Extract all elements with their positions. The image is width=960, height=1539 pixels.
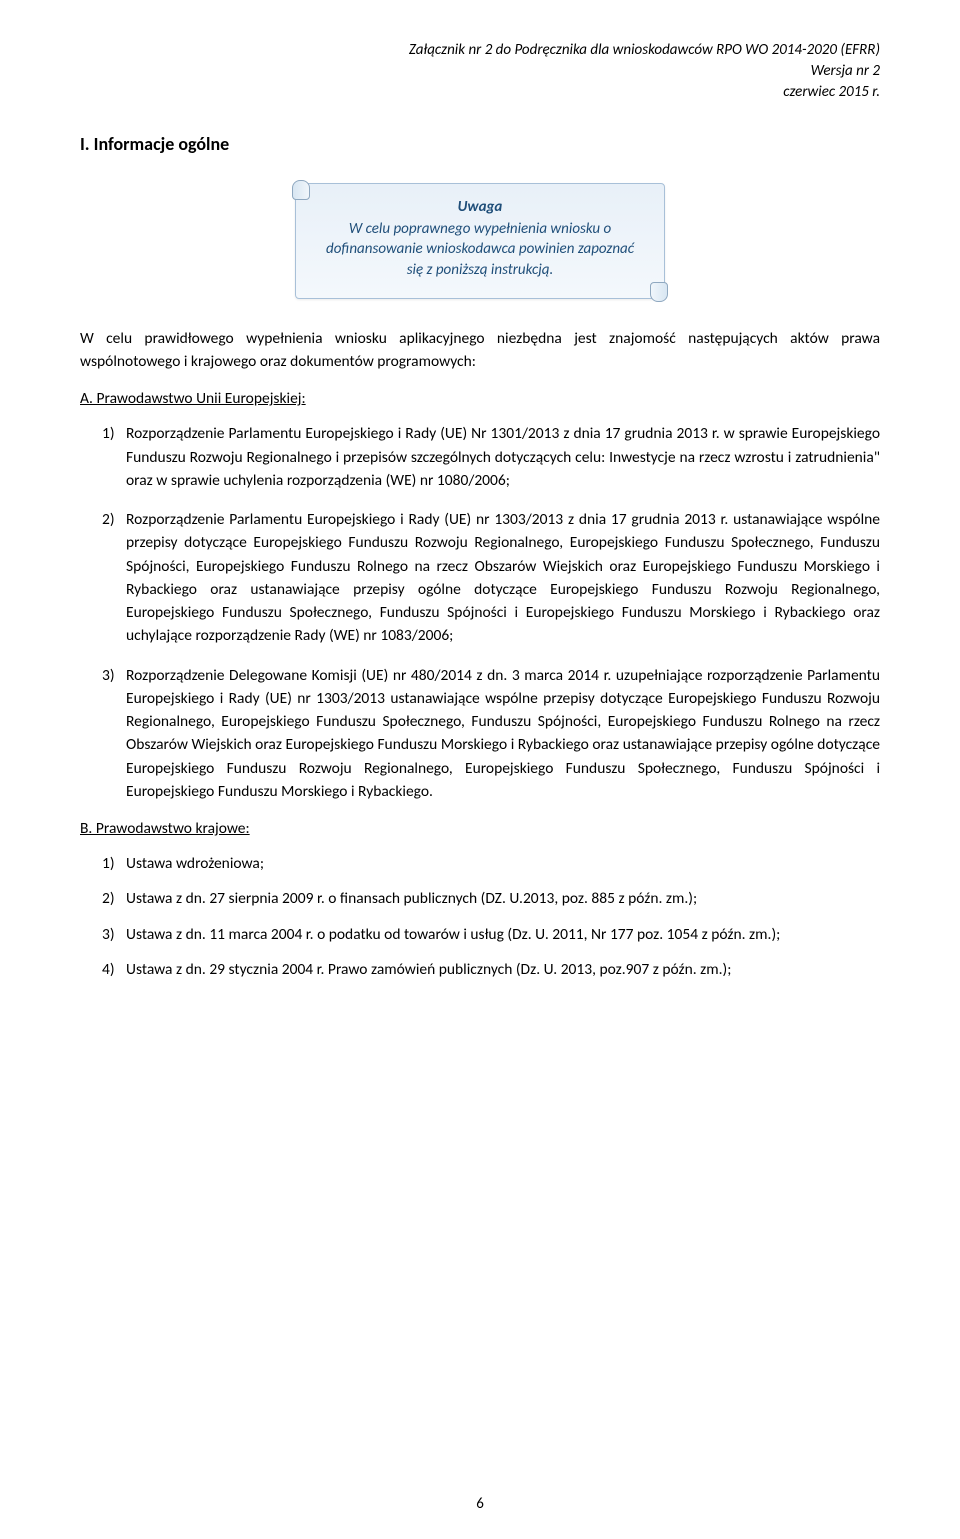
list-b: 1) Ustawa wdrożeniowa; 2) Ustawa z dn. 2…	[80, 852, 880, 981]
header-line-3: czerwiec 2015 r.	[80, 82, 880, 103]
list-number: 2)	[102, 508, 115, 531]
callout-title: Uwaga	[322, 198, 638, 216]
list-item: 1) Ustawa wdrożeniowa;	[102, 852, 880, 875]
subsection-b-heading: B. Prawodawstwo krajowe:	[80, 819, 880, 838]
document-page: Załącznik nr 2 do Podręcznika dla wniosk…	[0, 0, 960, 1539]
list-text: Ustawa z dn. 11 marca 2004 r. o podatku …	[126, 925, 780, 944]
section-title: I. Informacje ogólne	[80, 133, 880, 155]
list-a: 1) Rozporządzenie Parlamentu Europejskie…	[80, 422, 880, 803]
header-line-1: Załącznik nr 2 do Podręcznika dla wniosk…	[80, 40, 880, 61]
list-text: Ustawa z dn. 29 stycznia 2004 r. Prawo z…	[126, 960, 731, 979]
list-text: Ustawa wdrożeniowa;	[126, 854, 264, 873]
list-number: 3)	[102, 664, 115, 687]
callout-body: W celu poprawnego wypełnienia wniosku o …	[322, 219, 638, 280]
list-number: 1)	[102, 422, 115, 445]
list-text: Rozporządzenie Parlamentu Europejskiego …	[126, 510, 880, 645]
list-item: 4) Ustawa z dn. 29 stycznia 2004 r. Praw…	[102, 958, 880, 981]
list-item: 3) Rozporządzenie Delegowane Komisji (UE…	[102, 664, 880, 804]
list-number: 3)	[102, 923, 115, 946]
subsection-a-heading: A. Prawodawstwo Unii Europejskiej:	[80, 389, 880, 408]
page-header: Załącznik nr 2 do Podręcznika dla wniosk…	[80, 40, 880, 103]
list-item: 2) Rozporządzenie Parlamentu Europejskie…	[102, 508, 880, 648]
header-line-2: Wersja nr 2	[80, 61, 880, 82]
list-item: 1) Rozporządzenie Parlamentu Europejskie…	[102, 422, 880, 492]
list-text: Rozporządzenie Delegowane Komisji (UE) n…	[126, 666, 880, 801]
list-number: 1)	[102, 852, 115, 875]
list-number: 4)	[102, 958, 115, 981]
list-number: 2)	[102, 887, 115, 910]
attention-callout: Uwaga W celu poprawnego wypełnienia wnio…	[295, 183, 665, 299]
intro-paragraph: W celu prawidłowego wypełnienia wniosku …	[80, 327, 880, 374]
list-item: 2) Ustawa z dn. 27 sierpnia 2009 r. o fi…	[102, 887, 880, 910]
page-number: 6	[0, 1495, 960, 1513]
list-text: Ustawa z dn. 27 sierpnia 2009 r. o finan…	[126, 889, 697, 908]
list-item: 3) Ustawa z dn. 11 marca 2004 r. o podat…	[102, 923, 880, 946]
list-text: Rozporządzenie Parlamentu Europejskiego …	[126, 424, 880, 490]
